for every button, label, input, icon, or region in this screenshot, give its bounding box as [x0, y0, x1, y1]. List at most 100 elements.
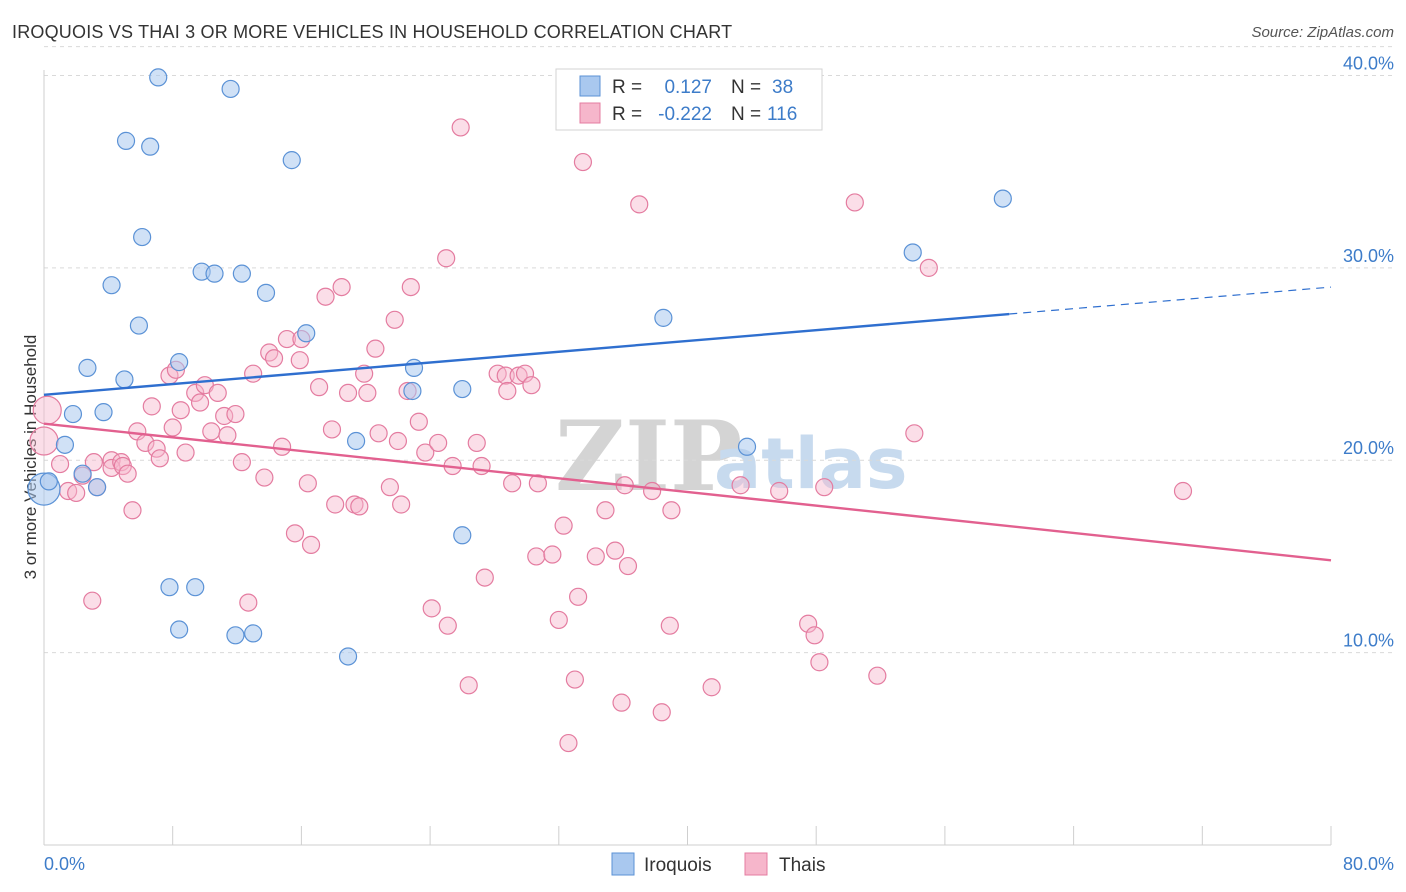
iroquois-point	[993, 189, 1012, 208]
thais-point	[451, 118, 470, 137]
thais-point	[232, 453, 251, 472]
thais-point	[559, 733, 578, 753]
bottom-legend-label-iroquois: Iroquois	[644, 855, 712, 876]
thais-point	[369, 424, 388, 443]
thais-point	[1173, 481, 1193, 501]
thais-point	[612, 693, 631, 712]
iroquois-point	[346, 431, 366, 451]
thais-point	[50, 454, 70, 474]
thais-point	[326, 495, 345, 514]
thais-point	[380, 478, 399, 497]
iroquois-point	[55, 435, 75, 454]
iroquois-series	[27, 68, 1012, 666]
thais-point	[142, 397, 161, 416]
thais-point	[84, 453, 103, 472]
thais-point	[147, 439, 166, 458]
thais-point	[244, 364, 263, 383]
iroquois-trend-extension	[1009, 286, 1332, 315]
thais-point	[606, 541, 625, 560]
thais-point	[416, 443, 435, 462]
y-axis-title: 3 or more Vehicles in Household	[21, 335, 40, 580]
iroquois-point	[453, 526, 472, 545]
iroquois-point	[141, 137, 160, 156]
trend-lines	[43, 286, 1332, 562]
thais-point	[176, 443, 195, 462]
thais-point	[301, 535, 321, 554]
thais-point	[522, 376, 541, 395]
iroquois-point	[403, 381, 422, 401]
iroquois-point	[63, 404, 83, 424]
iroquois-point	[78, 358, 97, 377]
iroquois-point	[244, 624, 263, 643]
thais-point	[190, 393, 210, 412]
iroquois-point	[186, 578, 205, 597]
thais-point	[32, 395, 62, 425]
iroquois-point	[39, 472, 58, 491]
legend-n-value-1: 38	[772, 77, 793, 98]
thais-point	[358, 383, 377, 403]
iroquois-point	[102, 276, 121, 295]
iroquois-point	[404, 358, 424, 377]
y-tick-label: 30.0%	[1343, 246, 1394, 266]
thais-point	[218, 426, 237, 445]
thais-point	[596, 501, 615, 520]
legend-swatch-thais	[579, 102, 601, 124]
iroquois-point	[232, 264, 251, 283]
thais-point	[388, 431, 408, 451]
thais-point	[208, 383, 227, 403]
thais-point	[255, 468, 274, 487]
thais-point	[171, 401, 190, 420]
legend-r-value-1: 0.127	[664, 77, 712, 98]
thais-point	[309, 378, 329, 397]
thais-point	[475, 568, 494, 587]
iroquois-point	[160, 578, 179, 597]
iroquois-trend-line	[43, 312, 1010, 397]
thais-point	[528, 474, 547, 493]
thais-point	[29, 426, 59, 456]
iroquois-point	[73, 464, 92, 483]
correlation-legend: R = 0.127 N = 38 R = -0.222 N = 116	[555, 68, 823, 131]
thais-point	[919, 258, 938, 277]
iroquois-point	[170, 353, 189, 372]
thais-point	[815, 478, 834, 497]
legend-n-label-1: N =	[731, 77, 761, 98]
iroquois-point	[87, 478, 107, 497]
thais-point	[215, 406, 234, 426]
thais-point	[810, 653, 829, 672]
thais-point	[565, 670, 584, 689]
thais-point	[285, 524, 305, 543]
thais-point	[496, 366, 515, 385]
thais-point	[277, 329, 297, 349]
iroquois-point	[338, 647, 358, 666]
thais-point	[332, 277, 351, 297]
legend-swatch-iroquois	[579, 75, 601, 97]
thais-point	[543, 545, 562, 564]
y-tick-label: 40.0%	[1343, 53, 1394, 73]
thais-point	[350, 497, 369, 516]
thais-point	[586, 547, 605, 566]
thais-point	[630, 195, 649, 214]
thais-point	[385, 310, 404, 329]
thais-point	[102, 458, 121, 478]
thais-point	[799, 614, 818, 633]
legend-r-value-2: -0.222	[658, 104, 712, 125]
bottom-legend-swatch-thais	[744, 852, 768, 876]
iroquois-point	[654, 308, 673, 327]
chart-title: IROQUOIS VS THAI 3 OR MORE VEHICLES IN H…	[12, 22, 733, 42]
bottom-legend-swatch-iroquois	[611, 852, 635, 876]
thais-point	[770, 481, 789, 501]
thais-point	[554, 516, 573, 535]
thais-point	[264, 349, 284, 368]
thais-point	[272, 437, 292, 456]
thais-point	[643, 481, 662, 501]
legend-n-label-2: N =	[731, 104, 761, 125]
thais-point	[438, 616, 457, 635]
source-credit: Source: ZipAtlas.com	[1251, 24, 1394, 41]
thais-point	[298, 474, 317, 493]
thais-trend-line	[43, 422, 1332, 562]
thais-point	[409, 412, 428, 431]
iroquois-point	[133, 227, 152, 247]
thais-point	[868, 666, 887, 685]
iroquois-point	[297, 324, 316, 343]
